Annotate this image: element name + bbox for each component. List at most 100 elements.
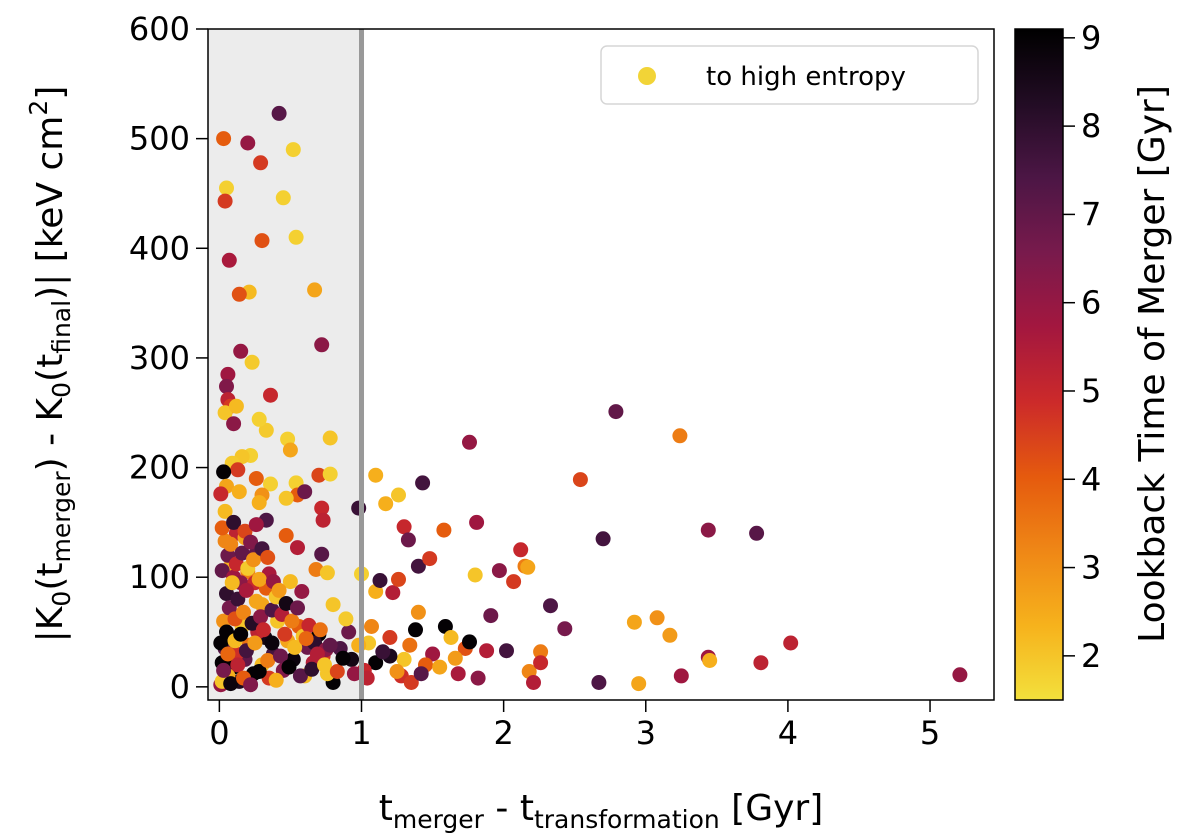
data-point (255, 622, 271, 638)
data-point (315, 512, 331, 528)
data-point (491, 563, 507, 579)
data-point (467, 567, 483, 583)
y-axis-label: |K0(tmerger) - K0(tfinal)| [keV cm2] (24, 86, 76, 643)
data-point (301, 617, 317, 633)
legend: to high entropy (600, 45, 979, 105)
data-point (230, 657, 246, 673)
data-point (220, 646, 236, 662)
x-tick-label: 5 (920, 714, 940, 752)
data-point (673, 668, 689, 684)
data-point (223, 536, 239, 552)
data-point (251, 664, 267, 679)
legend-label: to high entropy (706, 62, 906, 92)
data-point (338, 611, 354, 627)
data-point (410, 558, 426, 574)
data-point (385, 585, 401, 601)
data-point (364, 619, 379, 634)
data-point (216, 464, 232, 480)
data-point (216, 662, 232, 678)
data-point (246, 552, 261, 568)
x-tick-label: 3 (636, 714, 656, 752)
data-point (233, 626, 249, 642)
data-point (219, 180, 234, 196)
colorbar-tick-label: 4 (1081, 460, 1101, 498)
data-point (341, 624, 357, 640)
data-point (253, 155, 269, 171)
data-point (462, 434, 477, 450)
data-point (749, 525, 765, 541)
data-point (243, 677, 259, 693)
data-point (396, 519, 412, 535)
data-point (700, 522, 716, 538)
data-point (591, 675, 607, 690)
data-point (368, 467, 384, 483)
colorbar-tick-label: 9 (1081, 19, 1101, 57)
data-point (443, 630, 459, 645)
y-tick-label: 500 (129, 120, 190, 158)
data-point (273, 648, 288, 664)
data-point (631, 676, 647, 692)
data-point (422, 551, 438, 567)
data-point (284, 613, 300, 629)
data-point (217, 503, 233, 519)
data-point (402, 637, 418, 653)
data-point (626, 614, 642, 630)
data-point (753, 655, 769, 671)
axes: 0 1 2 3 4 5 0 100 200 300 400 500 600 (129, 10, 995, 752)
data-point (533, 644, 549, 660)
data-point (308, 562, 324, 577)
data-point (543, 598, 558, 614)
data-point (290, 600, 305, 616)
data-point (264, 635, 280, 651)
data-point (221, 252, 237, 268)
colorbar-gradient (1014, 28, 1064, 701)
data-point (952, 667, 968, 683)
x-tick-label: 1 (351, 714, 371, 752)
data-point (499, 643, 514, 659)
data-point (288, 229, 304, 245)
data-point (230, 462, 246, 478)
x-tick-label: 2 (493, 714, 513, 752)
data-point (375, 644, 391, 660)
data-point (410, 604, 426, 620)
colorbar-tick-label: 3 (1081, 549, 1101, 587)
data-point (311, 467, 327, 483)
y-tick-label: 0 (170, 668, 190, 706)
data-point (415, 475, 431, 491)
data-point (702, 653, 718, 668)
y-tick-label: 600 (129, 10, 190, 48)
data-point (251, 495, 267, 511)
data-point (258, 422, 274, 438)
data-point (462, 634, 477, 650)
x-tick-label: 0 (209, 714, 229, 752)
data-point (231, 484, 247, 500)
data-point (233, 343, 249, 359)
data-point (213, 635, 229, 651)
x-axis-label: tmerger - ttransformation [Gyr] (379, 788, 824, 834)
data-point (368, 655, 384, 671)
data-point (672, 428, 688, 444)
data-point (314, 500, 330, 516)
data-point (247, 635, 263, 651)
colorbar-tick-label: 5 (1081, 372, 1101, 410)
legend-box (600, 45, 979, 105)
data-point (325, 597, 341, 613)
data-point (425, 646, 441, 662)
data-point (322, 637, 338, 653)
data-point (298, 631, 314, 647)
data-point (372, 573, 388, 588)
data-point (248, 593, 264, 609)
data-point (403, 675, 419, 690)
data-point (391, 571, 406, 587)
data-point (662, 627, 678, 643)
data-point (470, 670, 486, 686)
data-point (378, 496, 394, 512)
data-point (277, 626, 293, 642)
y-tick-label: 400 (129, 229, 190, 267)
data-point (228, 398, 244, 414)
y-tick-label: 300 (129, 339, 190, 377)
colorbar: 2 3 4 5 6 7 8 9 Lookback Time of Merger [Gyr] (1014, 19, 1173, 701)
data-point (282, 574, 298, 590)
data-point (263, 387, 278, 403)
data-point (396, 651, 412, 667)
